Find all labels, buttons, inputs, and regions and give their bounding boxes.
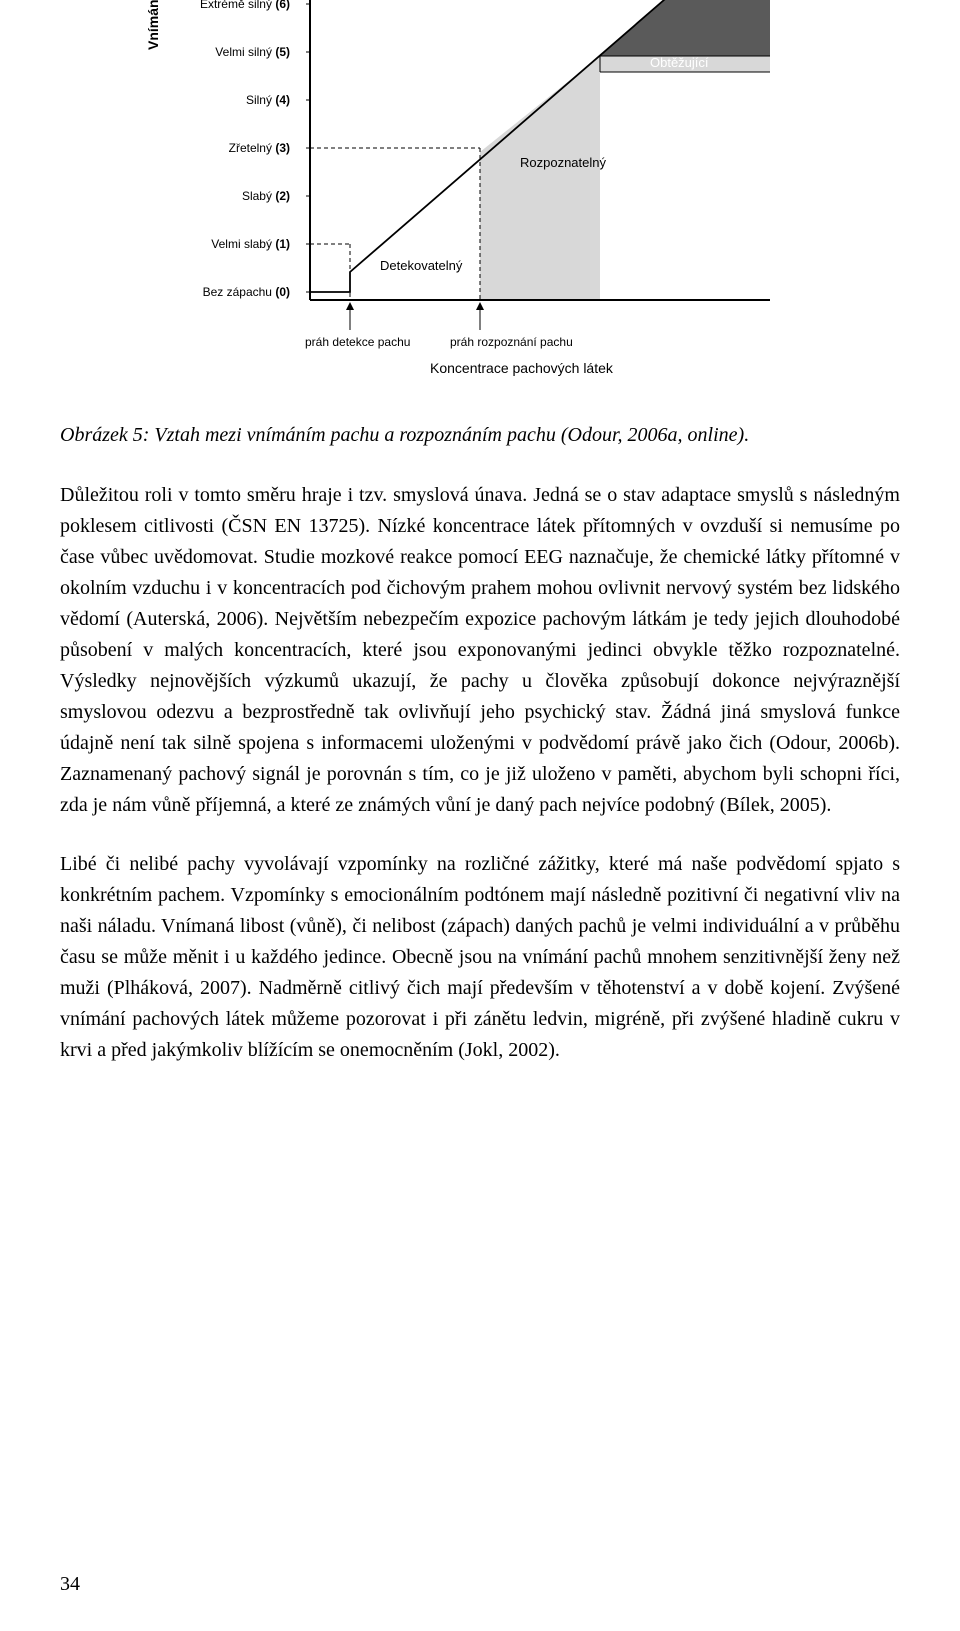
threshold-detection: práh detekce pachu [305, 335, 410, 349]
y-label-6: Extrémě silný (6) [150, 0, 290, 11]
region-label-detectable: Detekovatelný [380, 258, 462, 273]
region-label-annoying: Obtěžující [650, 55, 709, 70]
y-label-3: Zřetelný (3) [150, 141, 290, 155]
y-label-1: Velmi slabý (1) [150, 237, 290, 251]
x-axis-title: Koncentrace pachových látek [430, 360, 613, 405]
odour-perception-chart: Vnímání pachu Extrémě silný (6) Velmi si… [150, 0, 790, 400]
y-label-4: Silný (4) [150, 93, 290, 107]
y-label-2: Slabý (2) [150, 189, 290, 203]
page-number: 34 [60, 1573, 80, 1596]
region-label-recognizable: Rozpoznatelný [520, 155, 606, 170]
y-label-5: Velmi silný (5) [150, 45, 290, 59]
paragraph-1: Důležitou roli v tomto směru hraje i tzv… [60, 480, 900, 821]
y-label-0: Bez zápachu (0) [150, 285, 290, 299]
paragraph-2: Libé či nelibé pachy vyvolávají vzpomínk… [60, 849, 900, 1066]
figure-caption: Obrázek 5: Vztah mezi vnímáním pachu a r… [60, 420, 900, 450]
threshold-recognition: práh rozpoznání pachu [450, 335, 573, 349]
